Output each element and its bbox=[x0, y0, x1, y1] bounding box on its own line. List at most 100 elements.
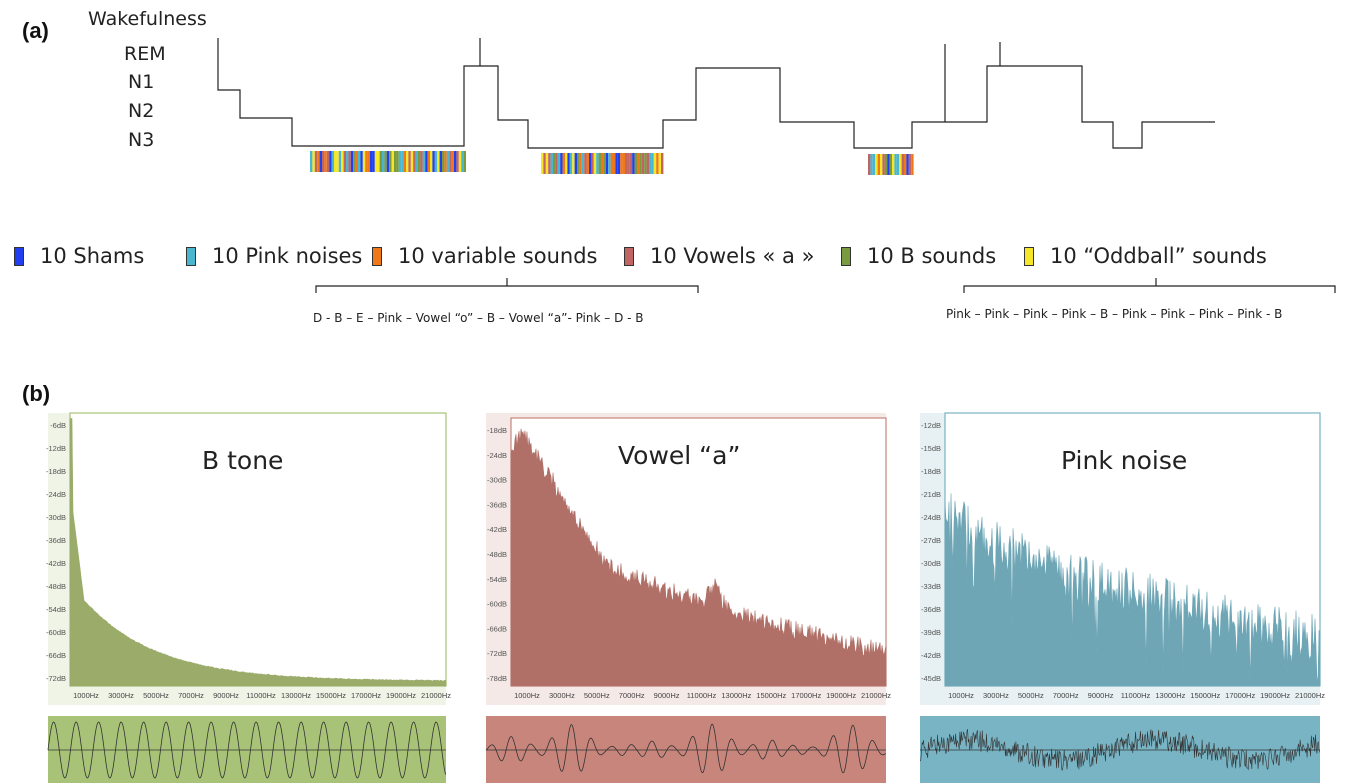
stage-label-n1: N1 bbox=[128, 71, 155, 93]
stimulus-bar-2 bbox=[541, 153, 664, 174]
legend-swatch-pink-noises bbox=[186, 246, 196, 266]
spectrum-title-vowel-a: Vowel “a” bbox=[618, 441, 741, 470]
legend-vowels: 10 Vowels « a » bbox=[624, 241, 814, 271]
legend-swatch-vowels bbox=[624, 246, 634, 266]
db-tick-label: -30dB bbox=[487, 476, 507, 485]
db-tick-label: -60dB bbox=[487, 600, 507, 609]
db-tick-label: -72dB bbox=[487, 649, 507, 658]
hz-tick-label: 11000Hz bbox=[246, 691, 276, 700]
hypnogram bbox=[217, 38, 1215, 175]
sequence-variable-sounds: D - B – E – Pink – Vowel “o” – B – Vowel… bbox=[313, 311, 644, 325]
stimulus-bar-3 bbox=[868, 154, 914, 175]
db-tick-label: -45dB bbox=[921, 674, 941, 683]
legend-swatch-shams bbox=[14, 246, 24, 266]
db-tick-label: -18dB bbox=[46, 467, 66, 476]
db-tick-label: -48dB bbox=[46, 582, 66, 591]
db-tick-label: -39dB bbox=[921, 628, 941, 637]
db-tick-label: -33dB bbox=[921, 582, 941, 591]
hz-tick-label: 17000Hz bbox=[351, 691, 381, 700]
db-tick-label: -48dB bbox=[487, 550, 507, 559]
db-tick-label: -27dB bbox=[921, 536, 941, 545]
hz-tick-label: 5000Hz bbox=[143, 691, 169, 700]
legend-b-sounds: 10 B sounds bbox=[841, 241, 996, 271]
waveform-trace bbox=[47, 721, 446, 779]
hz-tick-label: 17000Hz bbox=[791, 691, 821, 700]
db-tick-label: -54dB bbox=[46, 605, 66, 614]
hz-tick-label: 19000Hz bbox=[1260, 691, 1290, 700]
db-tick-label: -78dB bbox=[487, 674, 507, 683]
db-tick-label: -24dB bbox=[46, 490, 66, 499]
legend-shams: 10 Shams bbox=[14, 241, 144, 271]
db-tick-label: -42dB bbox=[487, 525, 507, 534]
db-tick-label: -21dB bbox=[921, 490, 941, 499]
spectrum-title-b-tone: B tone bbox=[202, 446, 284, 475]
hz-tick-label: 11000Hz bbox=[687, 691, 717, 700]
db-tick-label: -42dB bbox=[921, 651, 941, 660]
db-tick-label: -66dB bbox=[487, 624, 507, 633]
hz-tick-label: 13000Hz bbox=[281, 691, 311, 700]
db-tick-label: -12dB bbox=[46, 444, 66, 453]
spectrum-area bbox=[69, 418, 447, 687]
hz-tick-label: 3000Hz bbox=[108, 691, 134, 700]
db-tick-label: -12dB bbox=[921, 421, 941, 430]
hz-tick-label: 1000Hz bbox=[73, 691, 99, 700]
db-tick-label: -36dB bbox=[487, 500, 507, 509]
db-tick-label: -15dB bbox=[921, 444, 941, 453]
hz-tick-label: 21000Hz bbox=[421, 691, 451, 700]
waveform-vowel-a bbox=[485, 716, 886, 783]
hz-tick-label: 21000Hz bbox=[861, 691, 891, 700]
hz-tick-label: 13000Hz bbox=[1155, 691, 1185, 700]
stimulus-bar-1 bbox=[310, 151, 466, 172]
hz-tick-label: 7000Hz bbox=[178, 691, 204, 700]
panel-b-label: (b) bbox=[22, 381, 51, 406]
legend-swatch-variable-sounds bbox=[372, 246, 382, 266]
db-tick-label: -60dB bbox=[46, 628, 66, 637]
hz-tick-label: 19000Hz bbox=[826, 691, 856, 700]
db-tick-label: -18dB bbox=[921, 467, 941, 476]
hz-tick-label: 9000Hz bbox=[1088, 691, 1114, 700]
brace-oddball-sounds bbox=[963, 278, 1336, 293]
db-tick-label: -6dB bbox=[50, 421, 66, 430]
hz-tick-label: 3000Hz bbox=[549, 691, 575, 700]
hz-tick-label: 11000Hz bbox=[1121, 691, 1151, 700]
hz-tick-label: 5000Hz bbox=[584, 691, 610, 700]
db-tick-label: -24dB bbox=[487, 451, 507, 460]
hz-tick-label: 9000Hz bbox=[654, 691, 680, 700]
db-tick-label: -54dB bbox=[487, 575, 507, 584]
hz-tick-label: 15000Hz bbox=[1190, 691, 1220, 700]
legend-oddball-sounds: 10 “Oddball” sounds bbox=[1024, 241, 1267, 271]
sequence-braces bbox=[315, 278, 1336, 293]
legend-label-variable-sounds: 10 variable sounds bbox=[398, 244, 598, 268]
hz-tick-label: 3000Hz bbox=[983, 691, 1009, 700]
db-tick-label: -42dB bbox=[46, 559, 66, 568]
legend-swatch-b-sounds bbox=[841, 246, 851, 266]
legend-label-oddball-sounds: 10 “Oddball” sounds bbox=[1050, 244, 1267, 268]
brace-variable-sounds bbox=[315, 278, 699, 293]
db-tick-label: -72dB bbox=[46, 674, 66, 683]
spectrum-panel-b-tone: -6dB -12dB -18dB -24dB -30dB -36dB -42dB -48dB -… bbox=[46, 412, 451, 705]
legend-label-pink-noises: 10 Pink noises bbox=[212, 244, 363, 268]
hypnogram-trace bbox=[217, 38, 1215, 149]
hz-tick-label: 1000Hz bbox=[948, 691, 974, 700]
waveform-trace bbox=[919, 729, 1320, 771]
hz-tick-label: 7000Hz bbox=[619, 691, 645, 700]
hz-tick-label: 15000Hz bbox=[316, 691, 346, 700]
spectrum-area bbox=[944, 493, 1321, 687]
hz-tick-label: 15000Hz bbox=[756, 691, 786, 700]
hz-tick-label: 13000Hz bbox=[721, 691, 751, 700]
legend-pink-noises: 10 Pink noises bbox=[186, 241, 362, 271]
waveform-b-tone bbox=[47, 716, 446, 783]
waveform-trace bbox=[485, 723, 886, 774]
db-tick-label: -66dB bbox=[46, 651, 66, 660]
hz-tick-label: 19000Hz bbox=[386, 691, 416, 700]
stage-label-rem: REM bbox=[124, 43, 166, 65]
stage-label-wakefulness: Wakefulness bbox=[88, 8, 207, 30]
legend-label-b-sounds: 10 B sounds bbox=[867, 244, 997, 268]
db-tick-label: -30dB bbox=[46, 513, 66, 522]
db-tick-label: -36dB bbox=[921, 605, 941, 614]
hz-tick-label: 5000Hz bbox=[1018, 691, 1044, 700]
legend-label-shams: 10 Shams bbox=[40, 244, 145, 268]
stage-label-n3: N3 bbox=[128, 129, 155, 151]
hz-tick-label: 17000Hz bbox=[1225, 691, 1255, 700]
